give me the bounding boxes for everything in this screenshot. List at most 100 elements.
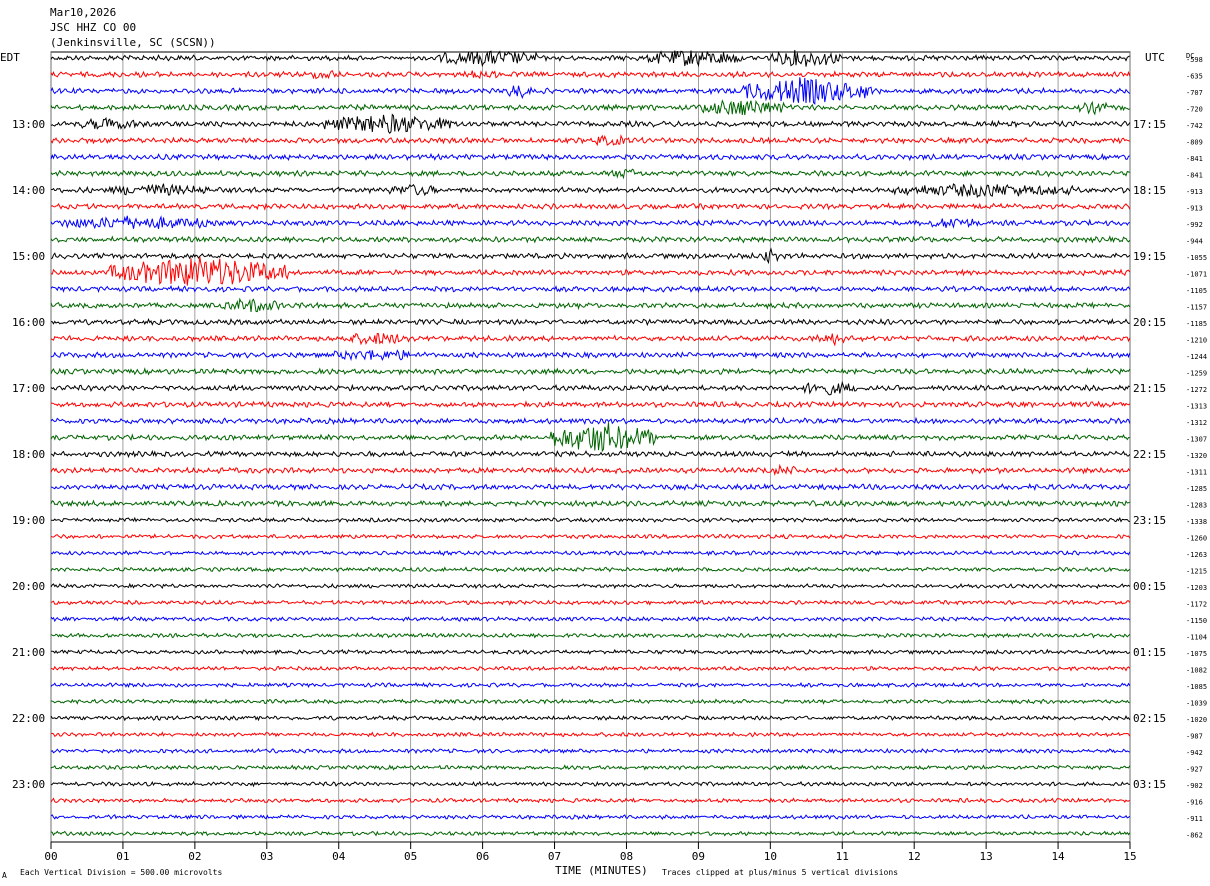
- dc-offset-label: -1307: [1186, 436, 1207, 444]
- utc-hour-label: 21:15: [1133, 382, 1166, 395]
- seismic-trace: [50, 99, 1131, 116]
- x-tick-label: 15: [1123, 850, 1136, 863]
- dc-offset-label: -1071: [1186, 271, 1207, 279]
- seismic-trace: [50, 416, 1131, 426]
- seismic-trace: [50, 422, 1130, 453]
- dc-offset-label: -1263: [1186, 551, 1207, 559]
- dc-offset-label: -1260: [1186, 535, 1207, 543]
- header-location: (Jenkinsville, SC (SCSN)): [50, 36, 216, 49]
- x-tick-label: 05: [404, 850, 417, 863]
- dc-offset-label: -992: [1186, 221, 1203, 229]
- dc-offset-label: -987: [1186, 733, 1203, 741]
- utc-hour-label: 01:15: [1133, 646, 1166, 659]
- seismic-trace: [50, 813, 1131, 821]
- seismic-trace: [50, 714, 1131, 722]
- dc-offset-label: -1210: [1186, 337, 1207, 345]
- dc-offset-label: -1085: [1186, 683, 1207, 691]
- utc-hour-label: 23:15: [1133, 514, 1166, 527]
- seismic-trace: [50, 764, 1131, 771]
- seismic-trace: [50, 247, 1131, 265]
- dc-label: DC: [1186, 52, 1194, 60]
- seismic-trace: [50, 648, 1131, 656]
- edt-hour-label: 16:00: [12, 316, 45, 329]
- dc-offset-label: -1313: [1186, 403, 1207, 411]
- seismic-trace: [50, 77, 1131, 105]
- dc-offset-label: -1311: [1186, 469, 1207, 477]
- seismic-trace: [50, 297, 1131, 313]
- seismic-trace: [50, 69, 1131, 80]
- edt-hour-label: 19:00: [12, 514, 45, 527]
- dc-offset-label: -944: [1186, 238, 1203, 246]
- trace-group: [50, 49, 1131, 837]
- dc-offset-label: -1244: [1186, 353, 1207, 361]
- dc-offset-label: -1055: [1186, 254, 1207, 262]
- seismic-trace: [50, 698, 1130, 705]
- scale-note: Each Vertical Division = 500.00 microvol…: [20, 868, 222, 877]
- seismic-trace: [50, 482, 1130, 492]
- utc-hour-label: 20:15: [1133, 316, 1166, 329]
- edt-hour-label: 13:00: [12, 118, 45, 131]
- dc-offset-label: -913: [1186, 205, 1203, 213]
- x-tick-label: 11: [836, 850, 849, 863]
- seismic-trace: [50, 349, 1131, 362]
- utc-hour-label: 22:15: [1133, 448, 1166, 461]
- seismic-trace: [50, 463, 1131, 477]
- utc-zone-label: UTC: [1145, 51, 1165, 64]
- seismic-trace: [50, 449, 1131, 459]
- x-tick-label: 06: [476, 850, 489, 863]
- dc-offset-label: -1215: [1186, 568, 1207, 576]
- seismic-trace: [50, 380, 1130, 396]
- seismic-trace: [50, 367, 1131, 376]
- utc-hour-label: 17:15: [1133, 118, 1166, 131]
- seismic-trace: [50, 168, 1130, 180]
- dc-offset-label: -927: [1186, 766, 1203, 774]
- dc-offset-label: -809: [1186, 139, 1203, 147]
- seismic-trace: [50, 731, 1131, 738]
- seismic-trace: [50, 499, 1131, 508]
- seismic-trace: [50, 830, 1131, 837]
- dc-offset-label: -1283: [1186, 502, 1207, 510]
- dc-offset-label: -1020: [1186, 716, 1207, 724]
- dc-offset-label: -841: [1186, 172, 1203, 180]
- x-tick-label: 01: [116, 850, 129, 863]
- corner-mark: A: [2, 871, 7, 880]
- utc-hour-label: 03:15: [1133, 778, 1166, 791]
- edt-hour-label: 20:00: [12, 580, 45, 593]
- dc-offset-label: -1320: [1186, 452, 1207, 460]
- x-tick-label: 14: [1051, 850, 1065, 863]
- dc-offset-label: -1259: [1186, 370, 1207, 378]
- dc-offset-label: -1172: [1186, 601, 1207, 609]
- seismic-trace: [50, 533, 1131, 540]
- x-tick-label: 12: [908, 850, 921, 863]
- x-tick-label: 03: [260, 850, 273, 863]
- x-tick-label: 08: [620, 850, 633, 863]
- dc-offset-label: -598: [1186, 56, 1203, 64]
- clip-note: Traces clipped at plus/minus 5 vertical …: [662, 868, 898, 877]
- utc-hour-label: 00:15: [1133, 580, 1166, 593]
- seismic-trace: [50, 582, 1131, 590]
- seismic-trace: [50, 113, 1131, 135]
- seismic-trace: [50, 747, 1130, 755]
- seismic-trace: [50, 49, 1131, 68]
- x-tick-label: 10: [764, 850, 777, 863]
- seismic-trace: [50, 797, 1131, 804]
- x-tick-label: 00: [44, 850, 57, 863]
- dc-offset-label: -1105: [1186, 287, 1207, 295]
- dc-offset-label: -1312: [1186, 419, 1207, 427]
- dc-offset-label: -1104: [1186, 634, 1207, 642]
- seismic-trace: [50, 134, 1131, 147]
- edt-zone-label: EDT: [0, 51, 20, 64]
- x-tick-label: 07: [548, 850, 561, 863]
- seismic-trace: [50, 780, 1130, 788]
- utc-hour-label: 02:15: [1133, 712, 1166, 725]
- seismic-trace: [50, 152, 1130, 162]
- x-tick-label: 02: [188, 850, 201, 863]
- time-grid: [50, 51, 1131, 849]
- dc-offset-label: -1039: [1186, 700, 1207, 708]
- utc-hour-label: 19:15: [1133, 250, 1166, 263]
- dc-offset-label: -902: [1186, 782, 1203, 790]
- x-axis-title: TIME (MINUTES): [555, 864, 648, 877]
- dc-offset-label: -1272: [1186, 386, 1207, 394]
- seismic-trace: [50, 400, 1131, 409]
